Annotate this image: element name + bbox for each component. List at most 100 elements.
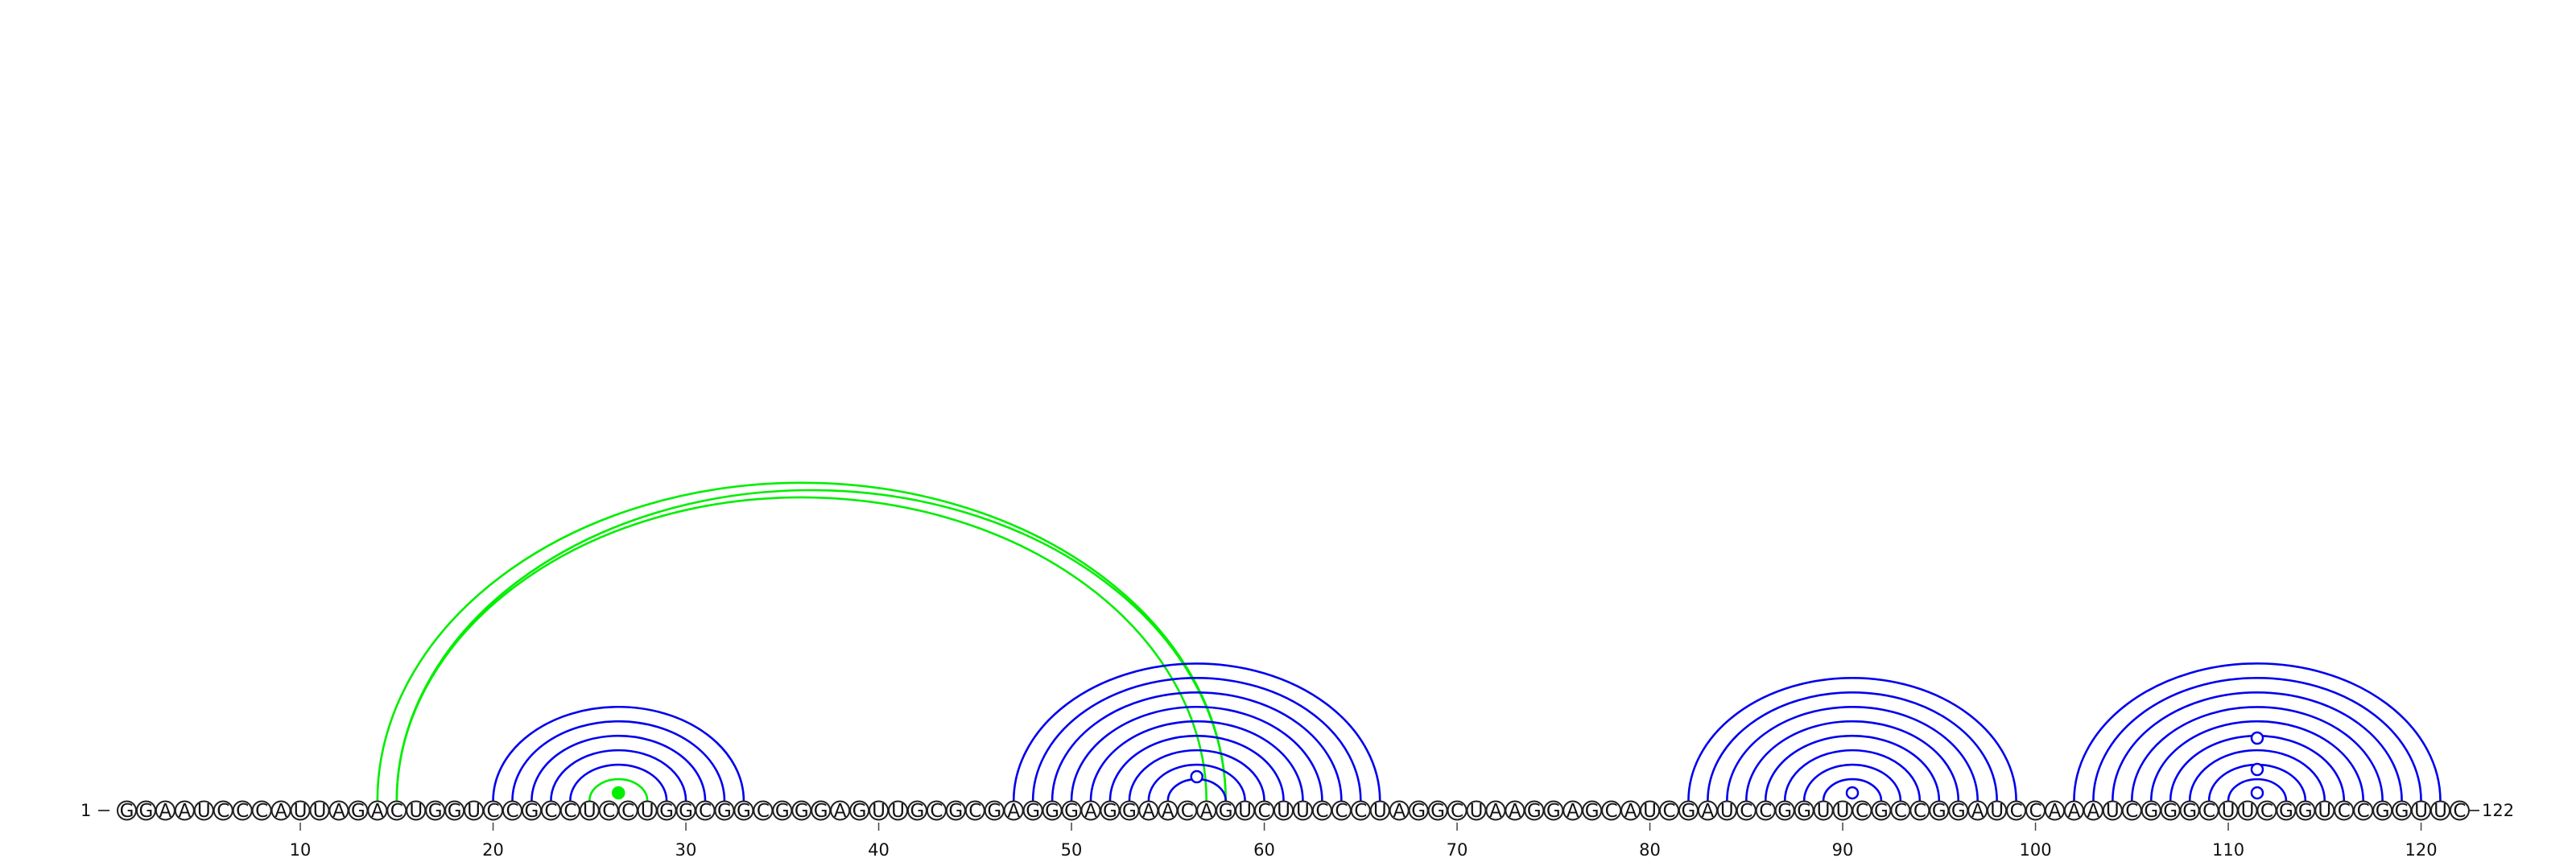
nucleotide-letter: U: [197, 801, 211, 822]
nucleotide-letter: C: [1662, 801, 1675, 822]
nucleotide: U: [1832, 800, 1853, 822]
nucleotide-letter: A: [159, 801, 172, 822]
blue-pair-arc: [1764, 734, 1941, 802]
blue-pair-arc: [2149, 720, 2364, 802]
nucleotide-letter: C: [506, 801, 518, 822]
nucleotide: G: [1794, 800, 1814, 822]
nucleotide: U: [290, 800, 311, 822]
nucleotide: U: [406, 800, 427, 822]
nucleotide: G: [2295, 800, 2316, 822]
nucleotide: A: [2083, 800, 2103, 822]
nucleotide: C: [695, 800, 716, 822]
nucleotide: C: [2198, 800, 2219, 822]
blue-pair-arc: [1051, 691, 1343, 802]
nucleotide-letter: C: [255, 801, 268, 822]
blue-pair-arc: [1089, 720, 1304, 802]
nucleotide-letter: G: [987, 801, 1001, 822]
nucleotide-letter: G: [1777, 801, 1792, 822]
nucleotide: G: [444, 800, 465, 822]
nucleotide-letter: G: [1585, 801, 1600, 822]
nucleotide-letter: A: [332, 801, 345, 822]
nucleotide: G: [714, 800, 735, 822]
nucleotide: C: [1755, 800, 1776, 822]
nucleotide-letter: U: [2318, 801, 2331, 822]
nucleotide-letter: G: [1430, 801, 1445, 822]
nucleotide-letter: U: [872, 801, 886, 822]
nucleotide: C: [502, 800, 522, 822]
nucleotide-letter: G: [2163, 801, 2178, 822]
nucleotide: C: [598, 800, 619, 822]
tick-label: 90: [1832, 840, 1854, 858]
nucleotide: A: [1967, 800, 1988, 822]
nucleotide: U: [2430, 800, 2450, 822]
nucleotide-letter: C: [968, 801, 981, 822]
nucleotide: G: [425, 800, 446, 822]
nucleotide-letter: A: [2049, 801, 2062, 822]
nucleotide-letter: G: [659, 801, 674, 822]
nucleotide: A: [2063, 800, 2084, 822]
nucleotide: G: [656, 800, 677, 822]
nucleotide-letter: A: [1162, 801, 1174, 822]
nucleotide: G: [2372, 800, 2393, 822]
ticks-layer: 10 20 30 40 50 60 70 80 90 100 110 120: [290, 823, 2438, 858]
nucleotide-letter: C: [2125, 801, 2138, 822]
nucleotide: U: [2102, 800, 2123, 822]
nucleotide-letter: G: [814, 801, 828, 822]
nucleotide-letter: A: [1142, 801, 1155, 822]
nucleotide: G: [1582, 800, 1603, 822]
nucleotide-letter: G: [1411, 801, 1426, 822]
nucleotide: A: [328, 800, 349, 822]
nucleotide-letter: U: [583, 801, 597, 822]
nucleotide: G: [1022, 800, 1043, 822]
tick-label: 60: [1253, 840, 1275, 858]
markers-layer: [611, 731, 2264, 800]
tick-label: 70: [1447, 840, 1468, 858]
nucleotide-letter: G: [351, 801, 365, 822]
nucleotide: G: [945, 800, 966, 822]
tick-label: 110: [2212, 840, 2244, 858]
nucleotide: C: [617, 800, 638, 822]
nucleotide: G: [1100, 800, 1121, 822]
nucleotide: U: [309, 800, 330, 822]
nucleotide-letter: G: [2376, 801, 2390, 822]
nucleotide-letter: C: [1335, 801, 1348, 822]
nucleotide: G: [791, 800, 812, 822]
blue-pair-arc: [1822, 778, 1883, 802]
nucleotide-letter: U: [1470, 801, 1484, 822]
nucleotide: C: [1890, 800, 1911, 822]
nucleotide: G: [1929, 800, 1950, 822]
blue-pair-arc: [2131, 705, 2384, 802]
nucleotide-circle: [2449, 800, 2470, 821]
nucleotide-letter: C: [1258, 801, 1271, 822]
nucleotide: C: [2449, 800, 2470, 822]
blue-pair-arc: [2073, 662, 2442, 802]
nucleotide: A: [830, 800, 851, 822]
nucleotide-letter: C: [544, 801, 557, 822]
nucleotide-letter: A: [1567, 801, 1579, 822]
nucleotide-letter: C: [390, 801, 403, 822]
nucleotide-letter: G: [717, 801, 732, 822]
nucleotide: A: [1080, 800, 1101, 822]
nucleotide: C: [2353, 800, 2374, 822]
nucleotide-letter: C: [2202, 801, 2215, 822]
nucleotide: G: [521, 800, 542, 822]
end-label: 122: [2482, 801, 2514, 820]
nucleotide-letter: C: [2010, 801, 2023, 822]
nucleotide: G: [1543, 800, 1564, 822]
blue-pair-arc: [550, 749, 687, 802]
tick-label: 20: [482, 840, 504, 858]
green-pair-arc: [376, 481, 1227, 802]
open-marker: [2250, 731, 2264, 745]
nucleotide-letter: A: [1509, 801, 1521, 822]
nucleotide-letter: G: [2279, 801, 2293, 822]
nucleotide-letter: G: [2298, 801, 2313, 822]
nucleotide-letter: U: [1238, 801, 1252, 822]
nucleotide: G: [984, 800, 1005, 822]
nucleotide: G: [1216, 800, 1236, 822]
nucleotide-letter: C: [602, 801, 615, 822]
tick-label: 40: [868, 840, 890, 858]
blue-pair-arc: [2227, 778, 2288, 802]
nucleotide-letter: C: [1354, 801, 1367, 822]
nucleotide: C: [386, 800, 407, 822]
